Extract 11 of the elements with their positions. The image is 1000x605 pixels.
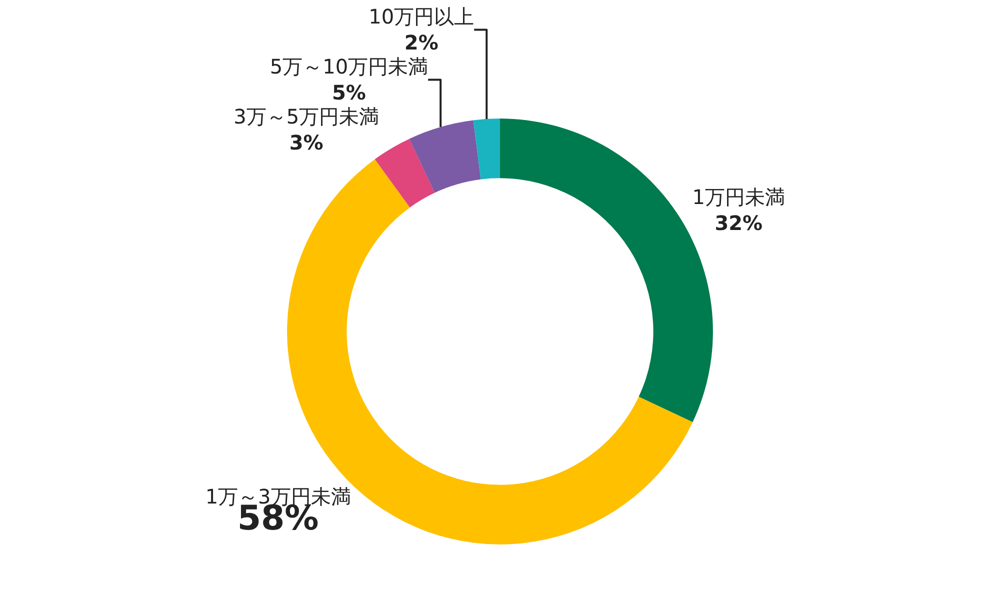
slice-label: 1万円未満 xyxy=(692,185,786,210)
data-label: 3% xyxy=(289,130,324,155)
donut-slice xyxy=(473,118,500,180)
data-label: 32% xyxy=(714,211,763,236)
slice-label: 5万～10万円未満 xyxy=(270,54,428,79)
donut-slice xyxy=(374,138,435,208)
donut-slice xyxy=(409,120,481,193)
slice-label: 3万～5万円未満 xyxy=(234,104,380,129)
data-label: 2% xyxy=(404,30,438,55)
slice-label: 10万円以上 xyxy=(368,4,474,29)
data-label: 5% xyxy=(332,80,366,105)
